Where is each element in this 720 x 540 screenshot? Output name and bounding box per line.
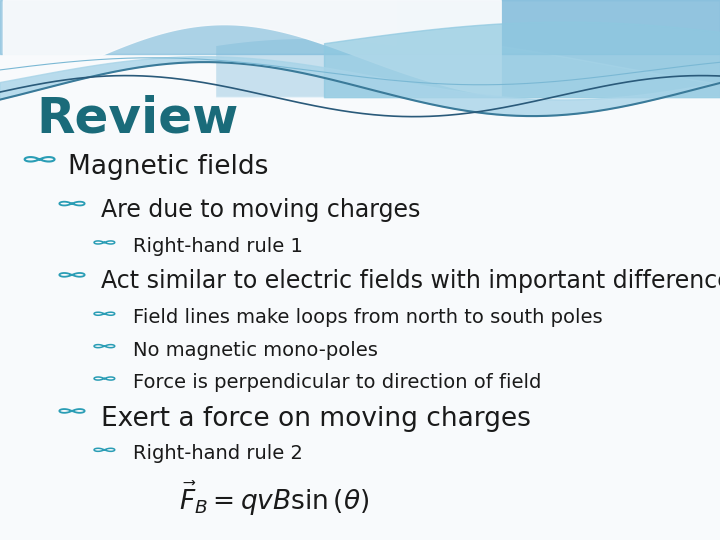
Text: Are due to moving charges: Are due to moving charges [101, 198, 420, 222]
Text: Right-hand rule 1: Right-hand rule 1 [133, 237, 303, 256]
Text: Force is perpendicular to direction of field: Force is perpendicular to direction of f… [133, 373, 541, 392]
Text: Magnetic fields: Magnetic fields [68, 154, 269, 180]
Text: Field lines make loops from north to south poles: Field lines make loops from north to sou… [133, 308, 603, 327]
FancyBboxPatch shape [0, 0, 720, 97]
Text: No magnetic mono-poles: No magnetic mono-poles [133, 341, 378, 360]
Text: Review: Review [36, 94, 238, 143]
Text: Act similar to electric fields with important differences: Act similar to electric fields with impo… [101, 269, 720, 293]
Text: $\vec{F}_B = qvB \sin{(\theta)}$: $\vec{F}_B = qvB \sin{(\theta)}$ [179, 480, 369, 518]
Text: Right-hand rule 2: Right-hand rule 2 [133, 444, 303, 463]
Text: Exert a force on moving charges: Exert a force on moving charges [101, 406, 531, 431]
